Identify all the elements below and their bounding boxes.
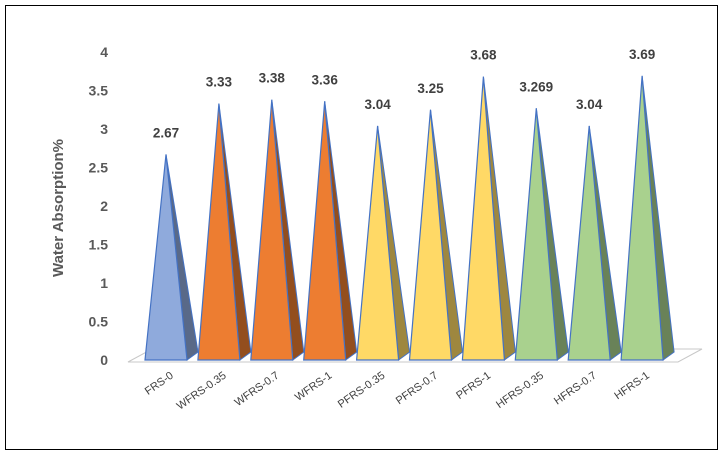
x-tick-label: PFRS-0.35 [336, 370, 387, 411]
data-label: 3.33 [206, 75, 233, 90]
pyramid-front-face [303, 101, 347, 361]
pyramid-front-face [144, 154, 188, 361]
data-label: 3.69 [629, 47, 655, 62]
data-label: 3.38 [259, 71, 286, 86]
data-label: 3.269 [519, 79, 553, 94]
pyramid-bar-PFRS-1 [461, 76, 516, 361]
data-label: 3.04 [364, 97, 391, 112]
pyramid-front-face [250, 99, 294, 361]
y-tick-label: 3.5 [89, 83, 109, 99]
pyramid-bar-FRS-0 [144, 154, 199, 361]
y-tick-label: 1.5 [89, 237, 109, 253]
y-tick-label: 0 [100, 352, 108, 368]
x-tick-label: PFRS-1 [454, 370, 493, 402]
pyramid-front-face [408, 109, 453, 361]
pyramid-bar-WFRS-1 [303, 101, 358, 361]
pyramid-bar-PFRS-0.7 [408, 109, 464, 361]
y-tick-label: 2 [100, 198, 108, 214]
pyramid-front-face [461, 76, 506, 361]
y-tick-label: 4 [100, 44, 108, 60]
x-tick-label: HFRS-0.7 [552, 370, 599, 408]
pyramid-front-face [355, 125, 400, 361]
x-tick-label: WFRS-1 [293, 370, 334, 404]
pyramid-front-face [197, 103, 241, 361]
data-label: 3.25 [417, 81, 444, 96]
data-label: 3.04 [576, 97, 603, 112]
y-tick-label: 3 [100, 121, 108, 137]
y-tick-label: 2.5 [89, 160, 109, 176]
x-tick-label: HFRS-1 [612, 370, 651, 403]
pyramid-bar-PFRS-0.35 [355, 125, 411, 361]
pyramid-bar-HFRS-0.35 [514, 108, 569, 361]
pyramid-front-face [567, 125, 611, 361]
x-tick-label: PFRS-0.7 [394, 370, 440, 408]
pyramid-front-face [620, 75, 664, 361]
pyramid-bar-WFRS-0.35 [197, 103, 252, 361]
x-tick-label: WFRS-0.7 [233, 370, 282, 409]
data-label: 3.68 [470, 48, 497, 63]
x-tick-label: FRS-0 [143, 370, 176, 398]
x-tick-label: HFRS-0.35 [494, 370, 546, 411]
data-label: 3.36 [312, 72, 339, 87]
pyramid-bar-HFRS-1 [620, 75, 675, 361]
pyramid-front-face [514, 108, 558, 361]
pyramid-bar-HFRS-0.7 [567, 125, 622, 361]
x-tick-label: WFRS-0.35 [175, 370, 229, 413]
y-tick-label: 1 [100, 275, 108, 291]
data-label: 2.67 [153, 125, 179, 140]
y-tick-label: 0.5 [89, 314, 109, 330]
y-axis-label: Water Absorption% [50, 139, 67, 277]
pyramid-bar-WFRS-0.7 [250, 99, 305, 361]
